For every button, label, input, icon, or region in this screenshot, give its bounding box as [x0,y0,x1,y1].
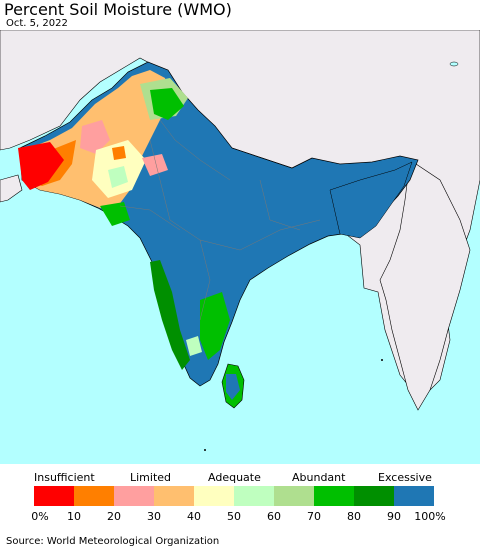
maldives-island [204,449,206,451]
legend-swatch-6 [274,486,314,506]
myanmar-region [379,159,471,411]
legend-swatch-4 [194,486,234,506]
legend-tick-9: 90 [387,510,401,523]
legend-tick-0: 0% [31,510,49,523]
south-moist [186,336,202,356]
nepal-border [231,147,313,169]
legend-swatch-2 [114,486,154,506]
dry-spot-rajasthan [142,154,168,176]
legend-swatch-3 [154,486,194,506]
legend-label-excessive: Excessive [378,471,432,484]
legend-tick-10: 100% [414,510,446,523]
legend-swatch-0 [34,486,74,506]
legend-label-adequate: Adequate [208,471,261,484]
outside-land-arabia [0,174,23,203]
dry-spot-center [112,146,126,160]
andaman-island [381,359,383,361]
legend-swatch-7 [314,486,354,506]
legend-tick-4: 40 [187,510,201,523]
legend-label-insufficient: Insufficient [34,471,95,484]
internal-borders [119,119,321,321]
moist-zone [108,166,128,188]
legend-label-abundant: Abundant [292,471,346,484]
soil-moisture-map [0,30,480,464]
legend-tick-8: 80 [347,510,361,523]
lake-marker [449,61,459,67]
map-date: Oct. 5, 2022 [6,18,68,29]
legend-swatch-8 [354,486,394,506]
legend-swatch-9 [394,486,434,506]
source-credit: Source: World Meteorological Organizatio… [6,536,220,547]
gujarat-green [100,202,130,226]
sri-lanka-excessive [226,374,240,400]
legend-swatch-5 [234,486,274,506]
wet-zone-kashmir [150,88,184,120]
western-ghats-wet [150,260,190,370]
limited-zone [80,120,110,154]
legend-tick-2: 20 [107,510,121,523]
southeast-green [200,292,230,360]
northeast-region [329,161,413,239]
legend-tick-6: 60 [267,510,281,523]
legend-label-limited: Limited [130,471,172,484]
map-title: Percent Soil Moisture (WMO) [4,0,232,19]
legend-tick-1: 10 [67,510,81,523]
legend-tick-5: 50 [227,510,241,523]
legend-tick-3: 30 [147,510,161,523]
legend-tick-7: 70 [307,510,321,523]
driest-zone [18,142,64,190]
legend-swatch-1 [74,486,114,506]
